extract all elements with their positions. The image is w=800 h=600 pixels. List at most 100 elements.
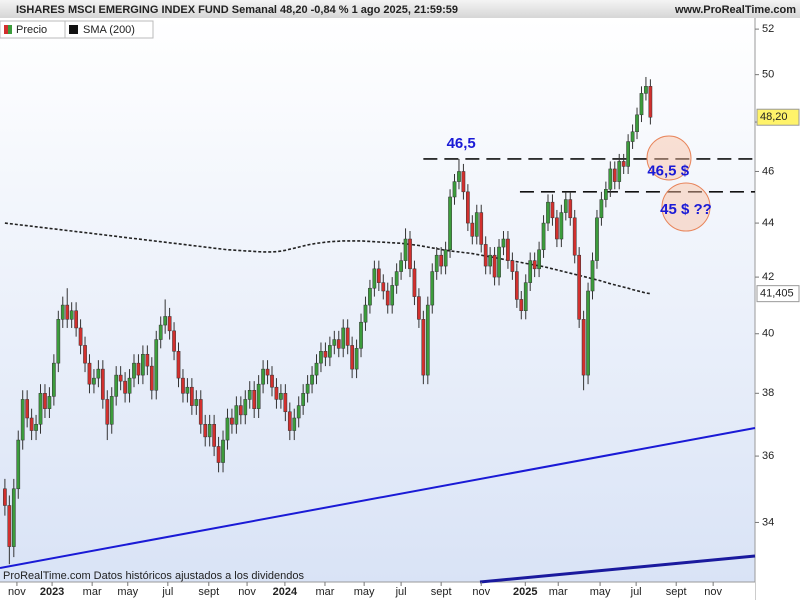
candle-body xyxy=(635,114,639,133)
marks: 34363840424446485052nov2023marmayjulsept… xyxy=(3,23,800,598)
candle-body xyxy=(319,351,323,364)
candle-body xyxy=(563,199,568,213)
candle-body xyxy=(621,161,626,167)
candle-body xyxy=(559,212,564,240)
candle-body xyxy=(56,319,61,364)
annotation: 46,5 $ xyxy=(647,162,689,179)
candle-body xyxy=(261,368,265,385)
candle-body xyxy=(510,260,515,272)
candle-body xyxy=(38,393,43,425)
x-tick-label: nov xyxy=(238,586,256,598)
candle-body xyxy=(279,393,283,400)
candle-body xyxy=(368,287,372,306)
header-site: www.ProRealTime.com xyxy=(674,4,796,16)
candle-body xyxy=(203,424,208,438)
candle-body xyxy=(541,222,546,251)
candle-body xyxy=(532,260,537,270)
x-tick-label: sept xyxy=(198,586,219,598)
candle-body xyxy=(34,424,38,431)
y-tick-label: 38 xyxy=(762,387,774,399)
candle-body xyxy=(457,171,461,182)
candle-body xyxy=(234,405,239,425)
candle-body xyxy=(132,362,136,379)
candle-body xyxy=(479,212,484,245)
candle-body xyxy=(590,260,595,292)
x-tick-label: nov xyxy=(704,586,722,598)
candle-body xyxy=(586,290,590,376)
candle-body xyxy=(274,386,279,400)
candle-body xyxy=(430,271,435,306)
legend: Precio SMA (200) xyxy=(0,20,154,39)
candle-body xyxy=(11,488,16,547)
candle-body xyxy=(310,374,314,385)
candle-body xyxy=(626,141,630,167)
candle-body xyxy=(470,222,475,237)
header-title: ISHARES MSCI EMERGING INDEX FUND Semanal… xyxy=(16,4,458,16)
candle-body xyxy=(434,254,439,272)
candle-body xyxy=(29,417,34,431)
candle-body xyxy=(7,505,12,547)
plot-area xyxy=(0,18,755,582)
candle-body xyxy=(546,201,550,224)
x-tick-label: mar xyxy=(549,586,568,598)
candle-body xyxy=(118,374,123,382)
candle-body xyxy=(176,351,181,379)
candle-body xyxy=(230,417,234,425)
candle-body xyxy=(225,417,230,441)
candle-body xyxy=(69,310,74,320)
y-tick-label: 50 xyxy=(762,69,774,81)
candle-body xyxy=(328,345,332,358)
candle-body xyxy=(381,282,386,292)
candle-body xyxy=(163,316,168,326)
candle-body xyxy=(648,86,653,118)
candle-body xyxy=(399,260,403,272)
candle-body xyxy=(492,254,497,278)
candle-body xyxy=(114,374,119,397)
candle-body xyxy=(350,345,354,370)
candle-body xyxy=(243,399,248,416)
candle-body xyxy=(336,339,341,349)
candle-body xyxy=(639,93,644,116)
candle-body xyxy=(506,238,510,261)
candle-body xyxy=(595,217,599,261)
candle-body xyxy=(555,217,559,240)
candle-body xyxy=(385,290,390,306)
candle-body xyxy=(372,268,377,289)
highlight-circle xyxy=(646,135,692,181)
candle-body xyxy=(252,389,257,409)
candle-body xyxy=(425,304,430,376)
x-tick-label: 2023 xyxy=(40,586,64,598)
candle-body xyxy=(283,393,288,413)
candle-body xyxy=(599,199,604,219)
candle-body xyxy=(577,254,582,320)
candle-body xyxy=(136,362,141,376)
candle-body xyxy=(83,345,87,364)
x-tick-label: nov xyxy=(8,586,26,598)
candle-body xyxy=(185,386,190,394)
candle-body xyxy=(270,374,274,388)
candle-body xyxy=(568,199,573,219)
candle-body xyxy=(612,168,617,182)
legend-label: Precio xyxy=(16,24,47,36)
candle-body xyxy=(141,353,145,376)
candle-body xyxy=(265,368,270,376)
candle-body xyxy=(167,316,172,332)
annotation: 45 $ ?? xyxy=(660,201,712,218)
candle-body xyxy=(604,189,608,200)
candle-body xyxy=(127,377,132,394)
candle-body xyxy=(25,399,30,419)
candle-body xyxy=(216,446,221,463)
candle-body xyxy=(296,405,301,419)
candle-body xyxy=(256,383,261,409)
trend-line xyxy=(0,427,756,569)
candle-body xyxy=(172,330,176,352)
price-tag xyxy=(756,108,800,126)
candle-body xyxy=(488,254,492,267)
candle-body xyxy=(461,171,466,193)
candle-body xyxy=(354,348,359,370)
candle-body xyxy=(439,254,444,267)
candle-body xyxy=(572,217,577,256)
candle-body xyxy=(412,268,417,297)
candle-body xyxy=(630,131,635,142)
candle-body xyxy=(292,417,297,431)
